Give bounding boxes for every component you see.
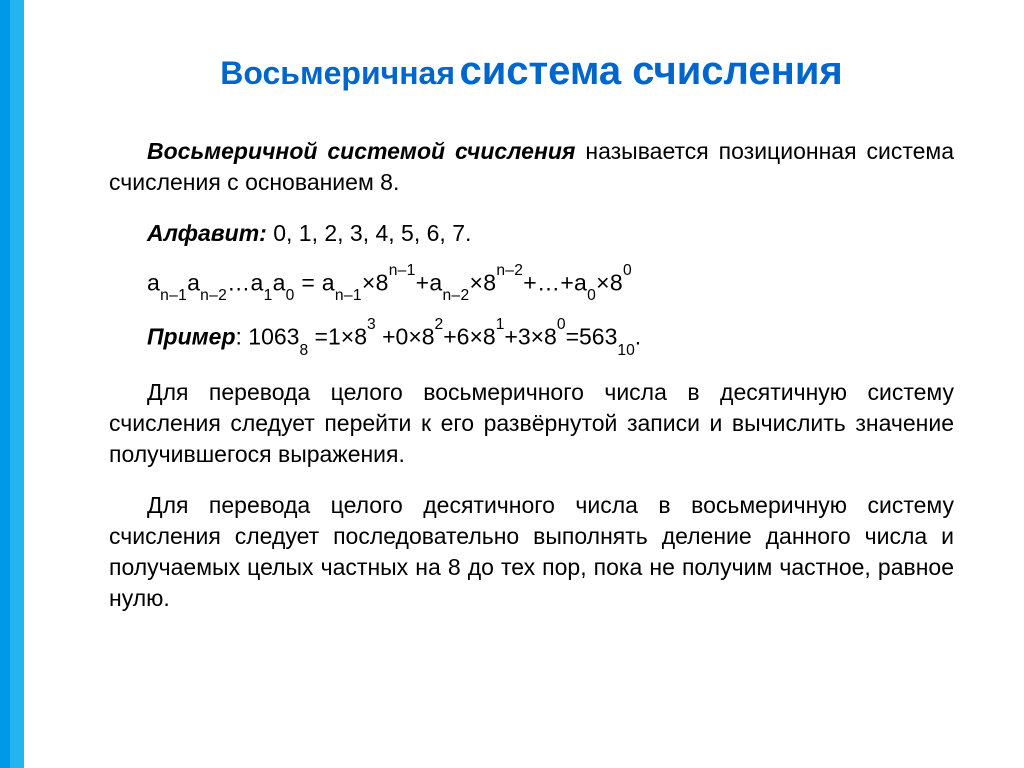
example-period: . [635,324,641,350]
expansion-formula: an–1an–2…a1a0 = an–1×8n–1+an–2×8n–2+…+a0… [109,269,954,301]
example-base-oct: 8 [299,342,308,359]
slide-content: Восьмеричная система счисления Восьмерич… [24,0,1024,768]
title-part1: Восьмеричная [220,55,455,91]
example-base-dec: 10 [617,342,634,359]
example-eq: = [308,324,328,350]
definition-paragraph: Восьмеричной системой счисления называет… [109,136,954,198]
alphabet-line: Алфавит: 0, 1, 2, 3, 4, 5, 6, 7. [109,218,954,249]
definition-term: Восьмеричной системой счисления [147,138,575,164]
para-oct-to-dec: Для перевода целого восьмеричного числа … [109,377,954,470]
title-part2: система счисления [459,49,842,93]
example-label: Пример [147,324,236,350]
example-result: 563 [579,324,617,350]
example-octal: 1063 [248,324,299,350]
alphabet-label: Алфавит: [147,220,267,246]
para-dec-to-oct: Для перевода целого десятичного числа в … [109,490,954,614]
example-line: Пример: 10638 =1×83 +0×82+6×81+3×80=5631… [109,321,954,356]
sidebar-stripe-inner [10,0,24,768]
alphabet-values: 0, 1, 2, 3, 4, 5, 6, 7. [267,220,472,246]
example-colon: : [236,324,249,350]
slide-title: Восьмеричная система счисления [109,48,954,94]
